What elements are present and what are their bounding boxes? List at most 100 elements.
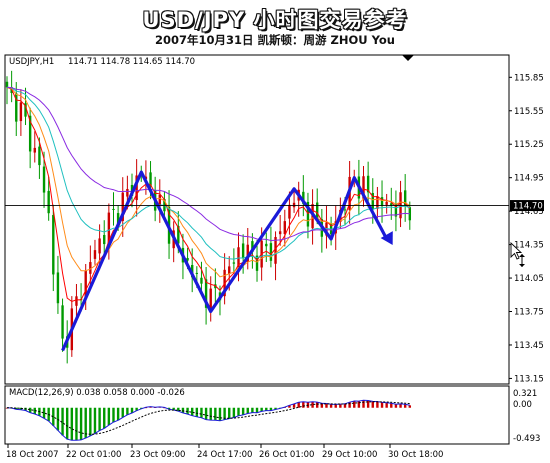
macd-histogram-bar [172, 407, 175, 411]
candle-body [121, 192, 124, 221]
time-tick-label: 23 Oct 09:00 [130, 450, 185, 460]
macd-histogram-bar [237, 407, 240, 416]
macd-layer [5, 399, 412, 441]
macd-histogram-bar [343, 403, 347, 408]
candle-body [278, 231, 282, 235]
candle-body [33, 147, 36, 153]
candle-body [47, 190, 50, 214]
candle-body [255, 255, 259, 271]
candle-body [292, 202, 296, 208]
candle-body [403, 190, 407, 206]
macd-histogram-bar [403, 404, 407, 408]
macd-histogram-bar [79, 407, 83, 440]
candle-body [343, 209, 347, 211]
macd-histogram-bar [186, 407, 189, 415]
candle-body [228, 266, 231, 274]
candle-body [103, 235, 106, 245]
macd-histogram-bar [65, 407, 69, 440]
candle-body [177, 225, 180, 244]
time-axis: 18 Oct 2007 22 Oct 01:00 23 Oct 09:00 24 Oc… [6, 444, 443, 460]
macd-histogram-bar [353, 401, 356, 408]
price-tick-label: 115.25 [514, 140, 544, 150]
macd-tick-bottom: -0.493 [513, 434, 540, 444]
vertical-resize-icon [519, 254, 525, 267]
price-tick-label: 114.05 [514, 274, 544, 284]
macd-histogram-bar [362, 400, 365, 408]
candle-body [232, 262, 236, 264]
macd-histogram-bar [61, 407, 64, 436]
macd-histogram-bar [288, 405, 291, 408]
candle-body [112, 208, 115, 210]
time-tick-label: 24 Oct 17:00 [197, 450, 252, 460]
candle-body [75, 296, 78, 306]
macd-histogram-bar [223, 407, 226, 420]
macd-histogram-bar [126, 407, 129, 415]
candle-body [158, 194, 161, 207]
candle-body [204, 279, 208, 308]
pattern-layer [61, 170, 393, 352]
macd-histogram-bar [241, 407, 245, 415]
macd-histogram-bar [28, 407, 32, 413]
candle-body [394, 203, 398, 217]
page-subtitle: 2007年10月31日 凯斯顿：周游 ZHOU You [155, 33, 395, 47]
price-tick-label: 113.15 [514, 374, 544, 384]
instrument-label: USDJPY,H1 [9, 57, 54, 67]
trend-arrow-head [380, 231, 393, 246]
macd-histogram-bar [177, 407, 180, 412]
candle-body [24, 103, 27, 117]
macd-histogram-bar [195, 407, 199, 417]
price-tick-label: 113.75 [514, 308, 544, 318]
macd-histogram-bar [218, 407, 222, 421]
macd-histogram-bar [380, 402, 384, 408]
macd-histogram-bar [311, 401, 314, 408]
macd-histogram-bar [325, 403, 328, 408]
mouse-cursor-icon [510, 241, 523, 260]
moving-average-line [6, 86, 411, 303]
macd-histogram-bar [255, 407, 259, 413]
candle-body [246, 244, 249, 263]
ohlc-label: 114.71 114.78 114.65 114.70 [68, 57, 195, 67]
macd-histogram-bar [140, 407, 143, 409]
candle-body [15, 93, 18, 122]
candle-body [376, 196, 379, 209]
chart-shift-marker[interactable] [402, 55, 414, 61]
macd-histogram-bar [408, 405, 412, 408]
main-panel-frame [4, 54, 510, 385]
candle-body [371, 192, 374, 210]
macd-histogram-bar [98, 407, 101, 431]
macd-histogram-bar [130, 407, 134, 414]
macd-histogram-bar [371, 401, 374, 408]
time-tick-label: 22 Oct 01:00 [66, 450, 121, 460]
macd-histogram-bar [297, 402, 300, 408]
macd-histogram-bar [265, 407, 268, 411]
candle-body [195, 272, 199, 274]
macd-histogram-bar [366, 400, 370, 408]
candle-body [251, 241, 254, 253]
candle-body [89, 262, 92, 274]
macd-histogram-bar [214, 407, 217, 421]
macd-histogram-bar [42, 407, 46, 419]
macd-histogram-bar [246, 407, 249, 414]
macd-histogram-bar [204, 407, 208, 420]
candle-body [209, 288, 212, 313]
macd-histogram-bar [376, 401, 379, 408]
candle-body [302, 191, 305, 204]
candle-body [283, 221, 286, 234]
macd-histogram-bar [107, 407, 111, 426]
candle-body [269, 243, 273, 261]
macd-histogram-bar [149, 406, 152, 408]
candle-body [274, 236, 277, 264]
price-tick-label: 115.55 [514, 107, 544, 117]
candle-body [56, 272, 60, 304]
candle-body [380, 197, 384, 207]
candle-body [19, 102, 23, 122]
candle-body [116, 213, 120, 225]
candle-body [61, 305, 64, 339]
macd-histogram-bar [251, 407, 254, 413]
macd-histogram-bar [191, 407, 194, 416]
current-price-box [510, 200, 544, 212]
macd-histogram-bar [329, 404, 333, 408]
pattern-zigzag-line [61, 170, 389, 352]
price-tick-label: 114.65 [514, 207, 544, 217]
macd-histogram-bar [200, 407, 203, 418]
